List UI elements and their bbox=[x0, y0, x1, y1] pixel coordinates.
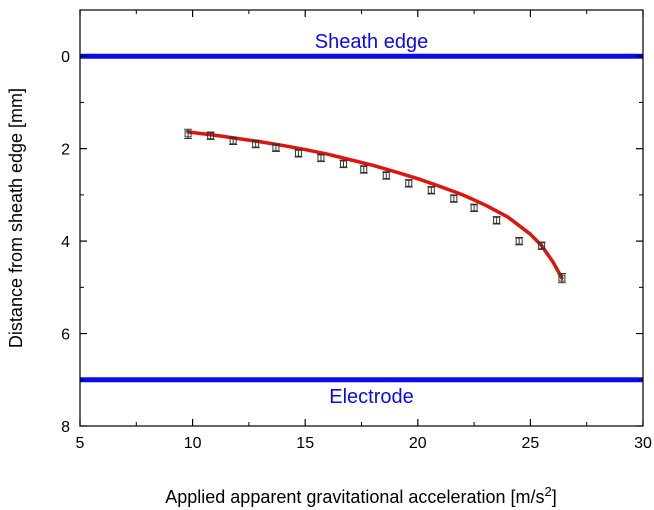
point-marker bbox=[317, 154, 325, 162]
data-point bbox=[184, 128, 193, 139]
point-marker bbox=[360, 165, 368, 173]
x-tick-label: 20 bbox=[409, 435, 427, 452]
x-tick-label: 5 bbox=[76, 435, 85, 452]
y-tick-label: 0 bbox=[61, 49, 70, 66]
point-marker bbox=[207, 132, 215, 140]
data-point bbox=[382, 171, 391, 180]
data-point bbox=[359, 165, 368, 174]
data-point bbox=[427, 186, 436, 195]
point-marker bbox=[538, 242, 546, 250]
data-point bbox=[294, 149, 303, 158]
axis-ticks: 5 10 15 20 25 30 0 2 4 6 8 bbox=[61, 9, 652, 452]
x-tick-label: 15 bbox=[296, 435, 314, 452]
data-point bbox=[515, 236, 524, 246]
x-tick-label: 30 bbox=[634, 435, 652, 452]
point-marker bbox=[382, 171, 390, 179]
reference-label-1: Electrode bbox=[329, 386, 414, 408]
point-marker bbox=[493, 216, 501, 224]
data-point bbox=[339, 159, 348, 169]
data-point bbox=[404, 179, 413, 188]
point-marker bbox=[450, 195, 458, 203]
point-marker bbox=[339, 160, 347, 168]
y-tick-label: 6 bbox=[61, 327, 70, 344]
fit-line bbox=[186, 130, 564, 280]
y-tick-label: 2 bbox=[61, 142, 70, 159]
plot-frame bbox=[79, 9, 644, 427]
x-axis-label: Applied apparent gravitational accelerat… bbox=[165, 484, 556, 507]
point-marker bbox=[294, 149, 302, 157]
data-point bbox=[537, 241, 546, 250]
point-marker bbox=[229, 137, 237, 145]
data-point bbox=[492, 216, 501, 225]
x-tick-label: 25 bbox=[522, 435, 540, 452]
reference-label-0: Sheath edge bbox=[315, 31, 428, 53]
data-point bbox=[557, 272, 566, 284]
point-marker bbox=[272, 144, 280, 152]
point-marker bbox=[427, 186, 435, 194]
data-point bbox=[316, 153, 325, 163]
data-point bbox=[449, 194, 458, 203]
point-marker bbox=[405, 179, 413, 187]
data-point bbox=[251, 139, 260, 149]
y-tick-label: 4 bbox=[61, 234, 70, 251]
point-marker bbox=[184, 130, 192, 138]
y-axis-label: Distance from sheath edge [mm] bbox=[6, 88, 26, 348]
plot-area: Sheath edge Electrode bbox=[80, 31, 643, 408]
y-tick-label: 8 bbox=[61, 419, 70, 436]
data-point bbox=[206, 131, 215, 140]
point-marker bbox=[558, 274, 566, 282]
point-marker bbox=[470, 204, 478, 212]
point-marker bbox=[252, 140, 260, 148]
x-tick-label: 10 bbox=[184, 435, 202, 452]
point-marker bbox=[515, 237, 523, 245]
data-point bbox=[229, 136, 238, 146]
data-point bbox=[470, 203, 479, 213]
data-point bbox=[271, 143, 280, 152]
